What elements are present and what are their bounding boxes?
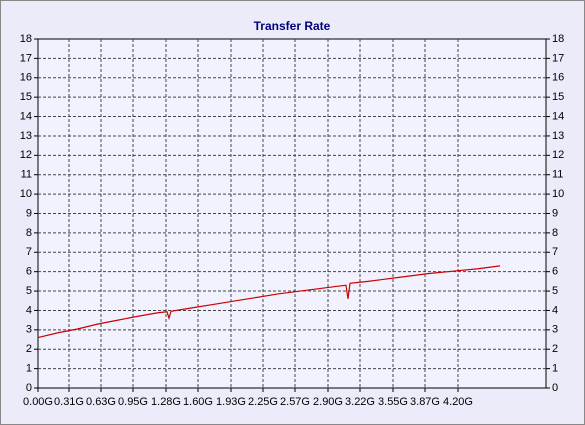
y-tick-label: 6	[26, 266, 32, 278]
x-tick-label: 0.95G	[118, 396, 148, 408]
y2-tick-label: 15	[552, 91, 564, 103]
y2-tick-label: 9	[552, 207, 558, 219]
y-tick-label: 3	[26, 324, 32, 336]
x-tick-label: 3.87G	[410, 396, 440, 408]
y2-tick-label: 4	[552, 304, 558, 316]
x-tick-label: 2.57G	[280, 396, 310, 408]
y2-tick-label: 10	[552, 188, 564, 200]
y-tick-label: 9	[26, 207, 32, 219]
y-tick-label: 10	[20, 188, 32, 200]
y2-tick-label: 8	[552, 227, 558, 239]
y-tick-label: 4	[26, 304, 32, 316]
x-tick-label: 3.22G	[345, 396, 375, 408]
y2-tick-label: 16	[552, 72, 564, 84]
x-tick-label: 1.93G	[216, 396, 246, 408]
x-tick-label: 4.20G	[443, 396, 473, 408]
y-tick-label: 0	[26, 382, 32, 394]
y2-tick-label: 18	[552, 33, 564, 45]
y2-tick-label: 0	[552, 382, 558, 394]
y-tick-label: 2	[26, 343, 32, 355]
x-tick-label: 1.28G	[151, 396, 181, 408]
y-tick-label: 16	[20, 72, 32, 84]
y-tick-label: 13	[20, 130, 32, 142]
y2-tick-label: 7	[552, 246, 558, 258]
y-tick-label: 11	[21, 169, 32, 181]
y2-tick-label: 14	[552, 110, 564, 122]
y-tick-label: 17	[20, 52, 32, 64]
y-tick-label: 5	[26, 285, 32, 297]
y2-tick-label: 17	[552, 52, 564, 64]
y-tick-label: 14	[20, 110, 32, 122]
x-tick-label: 0.63G	[86, 396, 116, 408]
y-tick-label: 1	[26, 363, 32, 375]
y-tick-label: 7	[26, 246, 32, 258]
y2-tick-label: 11	[552, 169, 563, 181]
y2-tick-label: 12	[552, 149, 564, 161]
y2-tick-label: 3	[552, 324, 558, 336]
plot-area	[37, 38, 547, 389]
y-tick-label: 15	[20, 91, 32, 103]
y2-tick-label: 2	[552, 343, 558, 355]
y2-tick-label: 6	[552, 266, 558, 278]
y2-tick-label: 13	[552, 130, 564, 142]
x-tick-label: 0.31G	[54, 396, 84, 408]
x-tick-label: 3.55G	[378, 396, 408, 408]
data-line	[37, 265, 501, 339]
y-tick-label: 8	[26, 227, 32, 239]
x-tick-label: 1.60G	[183, 396, 213, 408]
y2-tick-label: 1	[552, 363, 558, 375]
x-tick-label: 2.25G	[248, 396, 278, 408]
y2-tick-label: 5	[552, 285, 558, 297]
y-tick-label: 12	[20, 149, 32, 161]
y-tick-label: 18	[20, 33, 32, 45]
x-tick-label: 0.00G	[23, 396, 53, 408]
x-tick-label: 2.90G	[313, 396, 343, 408]
chart-title: Transfer Rate	[254, 19, 331, 33]
